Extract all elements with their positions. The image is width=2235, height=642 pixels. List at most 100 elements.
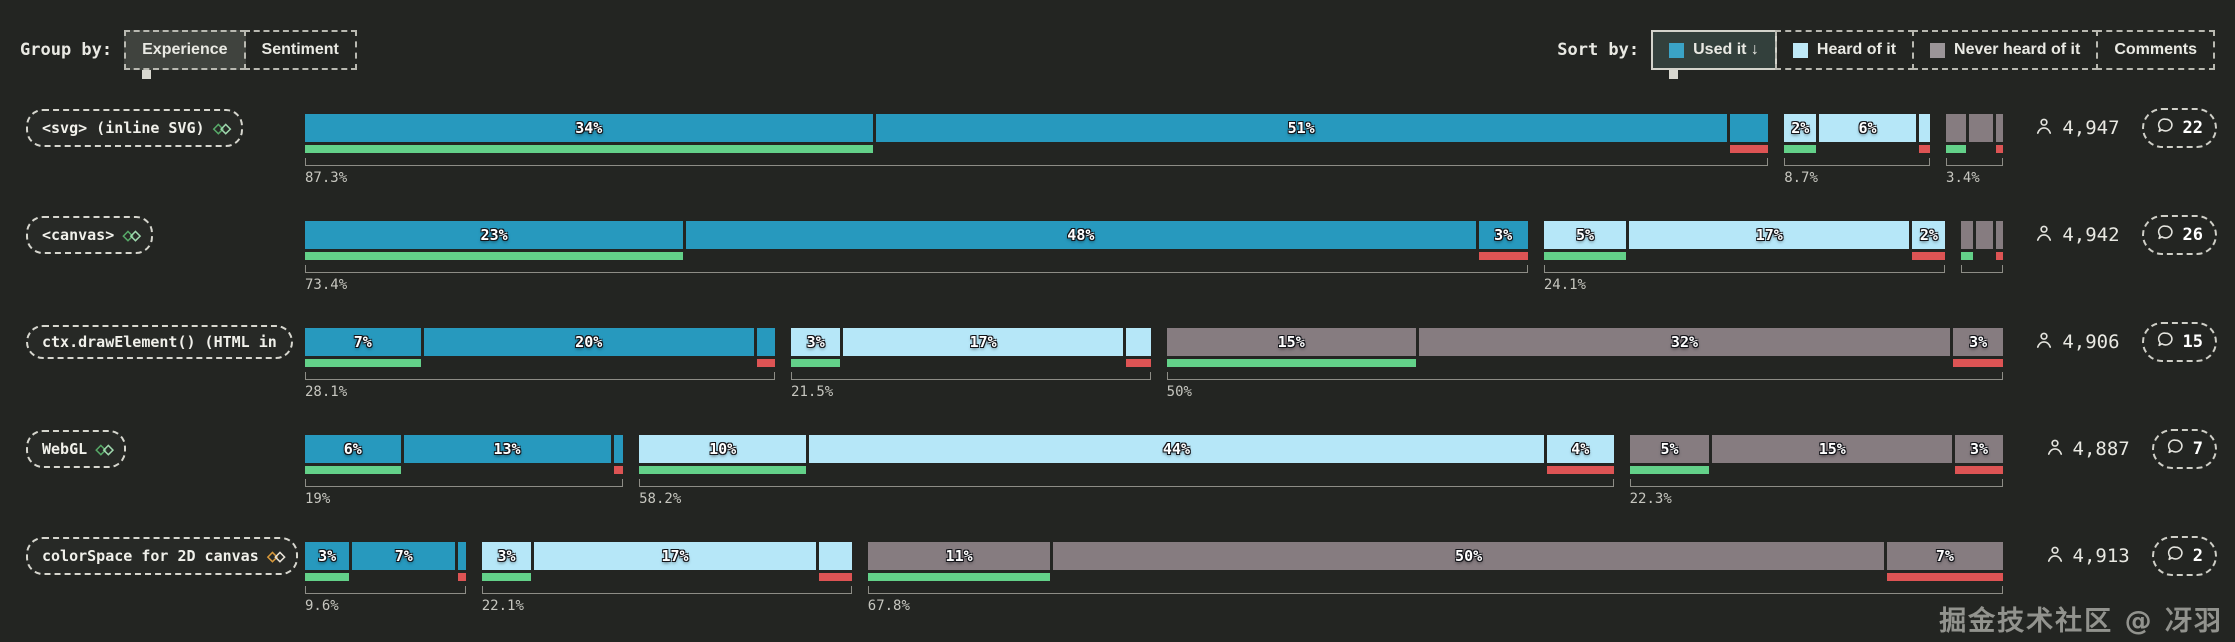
segment-column: 17% bbox=[534, 542, 816, 581]
toolbar: Group by: Experience Sentiment Sort by: U… bbox=[0, 0, 2235, 79]
comments-badge[interactable]: 26 bbox=[2141, 215, 2217, 255]
bar-segment-positive[interactable]: 15% bbox=[1166, 328, 1416, 356]
bar-segment-negative[interactable]: 7% bbox=[1886, 542, 2003, 570]
sentiment-strip-positive bbox=[1961, 252, 1973, 260]
bar-segment-neutral[interactable]: 20% bbox=[423, 328, 754, 356]
bar-segment-negative[interactable]: 4% bbox=[1546, 435, 1614, 463]
bar-segment-positive[interactable]: 23% bbox=[305, 221, 684, 249]
feature-label-pill[interactable]: <svg> (inline SVG) ◇ ◇ bbox=[26, 109, 244, 147]
sentiment-strip-positive bbox=[305, 252, 684, 260]
segment-column bbox=[1918, 114, 1931, 153]
sort-by-option-used-it[interactable]: Used it ↓ bbox=[1651, 30, 1777, 79]
comments-badge[interactable]: 2 bbox=[2151, 536, 2217, 576]
bar-segment-neutral[interactable]: 17% bbox=[843, 328, 1123, 356]
feature-label-pill[interactable]: colorSpace for 2D canvas ◇ ◇ bbox=[26, 537, 298, 575]
bar-segments: 15% 32% 3% bbox=[1166, 328, 2004, 367]
bar-segment-negative[interactable] bbox=[1125, 328, 1151, 356]
sentiment-strip-negative bbox=[756, 359, 776, 367]
bar-segment-negative[interactable] bbox=[1995, 114, 2004, 142]
bar-segment-negative[interactable]: 3% bbox=[1955, 435, 2004, 463]
bar-segment-negative[interactable] bbox=[613, 435, 624, 463]
segment-column: 3% bbox=[481, 542, 532, 581]
bar-segment-negative[interactable] bbox=[1995, 221, 2003, 249]
bar-segment-positive[interactable]: 6% bbox=[305, 435, 401, 463]
bar-segment-negative[interactable] bbox=[1729, 114, 1769, 142]
bar-segments: 11% 50% 7% bbox=[867, 542, 2003, 581]
group-bracket bbox=[481, 586, 852, 594]
respondent-count-value: 4,947 bbox=[2062, 117, 2120, 139]
bar-segment-negative[interactable]: 3% bbox=[1478, 221, 1528, 249]
bar-segment-positive[interactable] bbox=[1961, 221, 1973, 249]
feature-label-pill[interactable]: WebGL ◇ ◇ bbox=[26, 430, 127, 468]
group-total-percentage: 73.4% bbox=[305, 277, 348, 293]
bar-segment-neutral[interactable]: 50% bbox=[1053, 542, 1884, 570]
bar-segment-negative[interactable]: 2% bbox=[1912, 221, 1946, 249]
bar-segment-negative[interactable] bbox=[756, 328, 776, 356]
bar-group-used-it: 7% 20% 28.1% bbox=[305, 328, 776, 400]
bar-segment-positive[interactable]: 2% bbox=[1784, 114, 1817, 142]
segment-column: 13% bbox=[403, 435, 611, 474]
bar-segment-neutral[interactable]: 6% bbox=[1819, 114, 1916, 142]
bar-segment-neutral[interactable]: 7% bbox=[352, 542, 456, 570]
bar-segment-positive[interactable]: 10% bbox=[639, 435, 807, 463]
bar-segment-neutral[interactable]: 13% bbox=[403, 435, 611, 463]
bar-segment-positive[interactable] bbox=[1946, 114, 1966, 142]
sort-by-buttons: Used it ↓ Heard of it Never heard of it Com… bbox=[1651, 30, 2215, 79]
bar-segment-neutral[interactable]: 15% bbox=[1712, 435, 1953, 463]
segment-column: 2% bbox=[1912, 221, 1946, 260]
feature-label-pill[interactable]: <canvas> ◇ ◇ bbox=[26, 216, 154, 254]
group-by-option-experience[interactable]: Experience bbox=[124, 30, 246, 79]
bar-group-heard-of-it: 5% 17% 2% 24.1% bbox=[1543, 221, 1946, 293]
bar-segment-neutral[interactable] bbox=[1968, 114, 1993, 142]
sentiment-strip-negative bbox=[1995, 252, 2003, 260]
group-total-percentage: 8.7% bbox=[1784, 170, 1818, 186]
sort-by-option-heard-of-it[interactable]: Heard of it bbox=[1774, 30, 1915, 70]
bar-segments: 5% 17% 2% bbox=[1543, 221, 1946, 260]
segment-column bbox=[1995, 114, 2004, 153]
comments-badge[interactable]: 22 bbox=[2141, 108, 2217, 148]
bar-segment-positive[interactable]: 7% bbox=[305, 328, 421, 356]
respondent-count: 4,947 bbox=[2034, 116, 2120, 141]
bar-segment-neutral[interactable]: 17% bbox=[534, 542, 816, 570]
bar-segment-positive[interactable]: 3% bbox=[791, 328, 841, 356]
bar-segment-negative[interactable]: 3% bbox=[1953, 328, 2004, 356]
group-by-option-sentiment[interactable]: Sentiment bbox=[243, 30, 357, 70]
bar-segment-neutral[interactable]: 44% bbox=[809, 435, 1544, 463]
comments-badge[interactable]: 7 bbox=[2151, 429, 2217, 469]
sentiment-strip-negative bbox=[1546, 466, 1614, 474]
bar-group-never-heard-of-it: 11% 50% 7% 67.8% bbox=[867, 542, 2003, 614]
segment-column bbox=[756, 328, 776, 367]
sort-by-option-never-heard-of-it[interactable]: Never heard of it bbox=[1912, 30, 2099, 70]
sort-by-option-label: Never heard of it bbox=[1954, 41, 2081, 58]
comments-badge[interactable]: 15 bbox=[2141, 322, 2217, 362]
baseline-diamond-icon: ◇ ◇ bbox=[267, 545, 286, 567]
bar-segment-neutral[interactable]: 48% bbox=[686, 221, 1476, 249]
sentiment-strip-positive bbox=[305, 145, 873, 153]
sentiment-strip-neutral bbox=[843, 359, 1123, 367]
sentiment-strip-neutral bbox=[424, 359, 754, 367]
bar-segment-positive[interactable]: 3% bbox=[305, 542, 350, 570]
bar-segment-neutral[interactable]: 51% bbox=[875, 114, 1727, 142]
bar-segment-positive[interactable]: 34% bbox=[305, 114, 873, 142]
sentiment-strip-neutral bbox=[1419, 359, 1950, 367]
bar-segment-positive[interactable]: 11% bbox=[867, 542, 1051, 570]
row-counts: 4,887 7 bbox=[2017, 429, 2235, 469]
sentiment-strip-negative bbox=[818, 573, 852, 581]
sentiment-strip-positive bbox=[1629, 466, 1710, 474]
segment-column: 11% bbox=[867, 542, 1051, 581]
active-sort-indicator bbox=[1669, 70, 1679, 79]
sort-by-option-comments[interactable]: Comments bbox=[2096, 30, 2215, 70]
feature-label-pill[interactable]: ctx.drawElement() (HTML in bbox=[26, 325, 293, 359]
bar-segment-neutral[interactable]: 32% bbox=[1418, 328, 1951, 356]
bar-segment-neutral[interactable] bbox=[1975, 221, 1993, 249]
bar-segment-negative[interactable] bbox=[458, 542, 466, 570]
bar-segment-positive[interactable]: 5% bbox=[1629, 435, 1710, 463]
bar-segment-positive[interactable]: 5% bbox=[1543, 221, 1627, 249]
bar-segment-neutral[interactable]: 17% bbox=[1629, 221, 1910, 249]
bar-segment-negative[interactable] bbox=[1918, 114, 1931, 142]
bar-segments: 10% 44% 4% bbox=[639, 435, 1614, 474]
bar-segments: 23% 48% 3% bbox=[305, 221, 1528, 260]
bar-segment-positive[interactable]: 3% bbox=[481, 542, 532, 570]
sentiment-strip-negative bbox=[1729, 145, 1769, 153]
bar-segment-negative[interactable] bbox=[818, 542, 852, 570]
